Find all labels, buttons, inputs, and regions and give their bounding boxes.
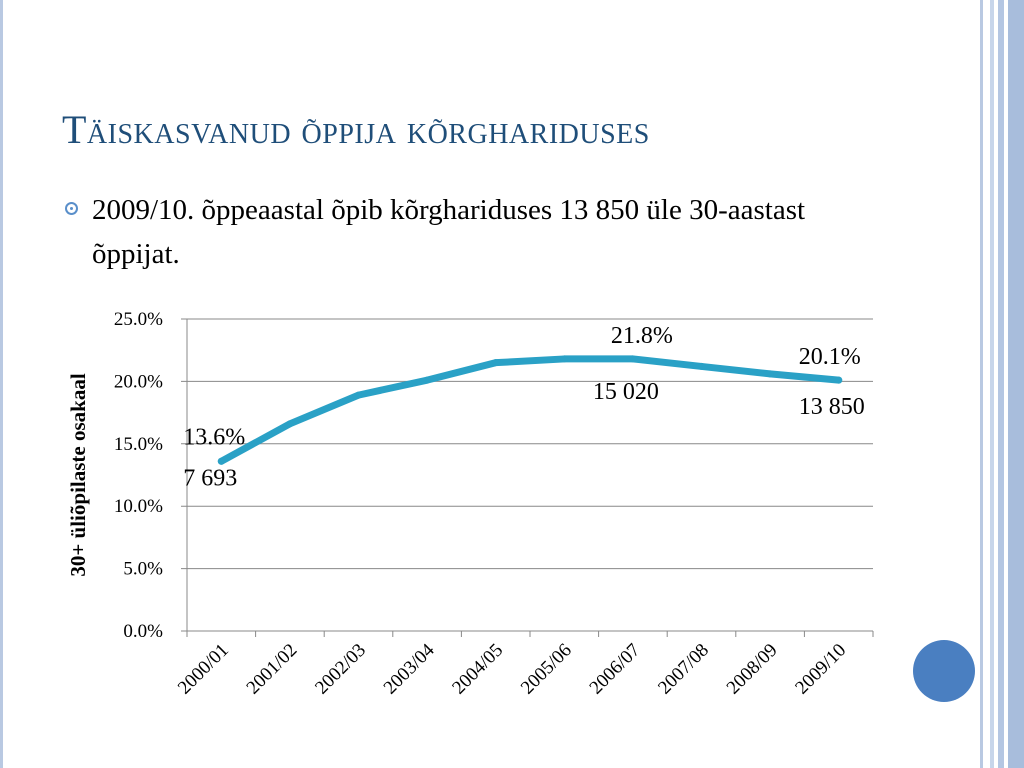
slide-frame-left: [0, 0, 3, 768]
y-axis-title: 30+ üliõpilaste osakaal: [66, 373, 90, 577]
data-point: [766, 370, 774, 378]
data-point: [286, 420, 294, 428]
x-tick-label: 2002/03: [311, 640, 370, 699]
y-tick-label: 5.0%: [123, 559, 163, 580]
x-tick-label: 2004/05: [448, 640, 507, 699]
x-tick-label: 2003/04: [380, 639, 439, 698]
circle-decoration: [913, 640, 975, 702]
data-point: [698, 362, 705, 370]
data-point: [835, 376, 843, 384]
x-tick-label: 2009/10: [791, 640, 850, 699]
data-point: [423, 376, 431, 384]
data-point: [492, 359, 500, 367]
data-label-count: 15 020: [593, 379, 659, 405]
slide-title: Täiskasvanud õppija kõrghariduses: [62, 107, 650, 152]
x-tick-label: 2008/09: [723, 640, 782, 699]
data-point: [217, 457, 225, 465]
data-label-percent: 13.6%: [183, 424, 245, 450]
data-label-count: 13 850: [799, 394, 865, 420]
x-tick-label: 2001/02: [243, 640, 302, 699]
x-tick-label: 2006/07: [586, 640, 645, 699]
data-label-count: 7 693: [183, 465, 237, 491]
bullet-text: 2009/10. õppeaastal õpib kõrghariduses 1…: [92, 194, 806, 270]
y-tick-label: 15.0%: [114, 434, 163, 455]
bullet-icon: [65, 202, 78, 215]
y-tick-label: 10.0%: [114, 496, 163, 517]
data-point: [629, 355, 637, 363]
x-tick-label: 2007/08: [654, 640, 713, 699]
data-label-percent: 21.8%: [611, 323, 673, 349]
y-tick-label: 0.0%: [123, 621, 163, 642]
y-tick-label: 25.0%: [114, 309, 163, 330]
data-label-percent: 20.1%: [799, 344, 861, 370]
data-point: [355, 391, 362, 399]
x-tick-label: 2000/01: [174, 640, 233, 699]
y-tick-label: 20.0%: [114, 371, 163, 392]
slide-frame-right: [980, 0, 1024, 768]
data-point: [560, 355, 568, 363]
series-line: [217, 355, 843, 465]
x-tick-label: 2005/06: [517, 640, 576, 699]
